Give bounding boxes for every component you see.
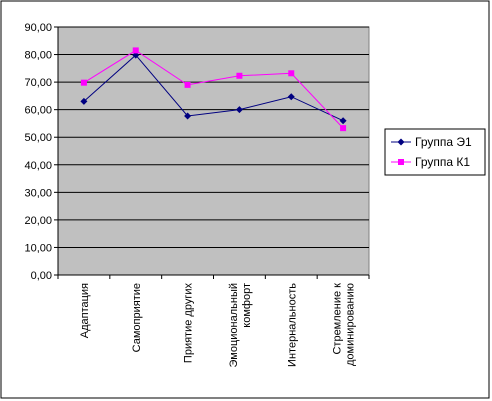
y-tick-label: 60,00 bbox=[24, 105, 52, 117]
y-tick-label: 40,00 bbox=[24, 160, 52, 172]
axes bbox=[57, 27, 370, 279]
x-category-label-line: комфорт bbox=[241, 283, 253, 328]
data-point bbox=[80, 97, 88, 105]
series-line bbox=[83, 54, 344, 122]
x-category-label-line: Адаптация bbox=[79, 283, 91, 338]
plot-area bbox=[57, 26, 370, 276]
x-category-label: Приятие других bbox=[183, 283, 195, 364]
x-category-label: Стремление к доминированию bbox=[332, 283, 357, 366]
x-category-label: Интернальность bbox=[286, 283, 298, 367]
x-category-label-line: Стремление к bbox=[332, 283, 344, 355]
data-point bbox=[184, 81, 191, 88]
data-point bbox=[340, 125, 347, 132]
y-tick-label: 20,00 bbox=[24, 215, 52, 227]
legend-marker bbox=[398, 159, 404, 165]
x-category-label-line: Самоприятие bbox=[131, 283, 143, 352]
x-axis-labels: Адаптация Самоприятие Приятие других Эмоцио… bbox=[79, 283, 357, 368]
y-tick-label: 50,00 bbox=[24, 132, 52, 144]
y-tick-label: 30,00 bbox=[24, 187, 52, 199]
data-point bbox=[132, 47, 139, 54]
series-1 bbox=[80, 51, 347, 125]
x-category-label-line: Приятие других bbox=[183, 283, 195, 364]
x-category-label: Эмоциональный комфорт bbox=[228, 283, 253, 368]
legend-box bbox=[384, 128, 486, 176]
y-tick-label: 90,00 bbox=[24, 22, 52, 34]
data-point bbox=[287, 93, 295, 101]
legend-entry: Группа К1 bbox=[391, 155, 470, 169]
legend-label: Группа Э1 bbox=[415, 135, 472, 149]
data-point bbox=[236, 72, 243, 79]
legend-marker bbox=[397, 138, 405, 146]
series-line bbox=[83, 49, 344, 129]
y-tick-label: 70,00 bbox=[24, 77, 52, 89]
x-category-label-line: Эмоциональный bbox=[228, 283, 240, 368]
x-category-label-line: доминированию bbox=[345, 283, 357, 366]
x-category-label-line: Интернальность bbox=[286, 283, 298, 367]
series-2 bbox=[80, 47, 347, 132]
data-point bbox=[80, 79, 87, 86]
x-category-label: Самоприятие bbox=[131, 283, 143, 352]
y-tick-label: 80,00 bbox=[24, 50, 52, 62]
y-axis-ticks: 0,00 10,00 20,00 30,00 40,00 50,00 60,00 70,00 8… bbox=[24, 22, 58, 282]
data-point bbox=[339, 117, 347, 125]
data-point bbox=[184, 112, 192, 120]
y-tick-label: 10,00 bbox=[24, 242, 52, 254]
data-point bbox=[235, 106, 243, 114]
series-layer bbox=[80, 47, 347, 132]
legend-entry: Группа Э1 bbox=[391, 135, 472, 149]
gridlines bbox=[58, 26, 369, 248]
x-category-label: Адаптация bbox=[79, 283, 91, 338]
legend-label: Группа К1 bbox=[415, 155, 470, 169]
data-point bbox=[288, 70, 295, 77]
legend: Группа Э1 Группа К1 bbox=[384, 128, 486, 176]
y-tick-label: 0,00 bbox=[31, 270, 52, 282]
